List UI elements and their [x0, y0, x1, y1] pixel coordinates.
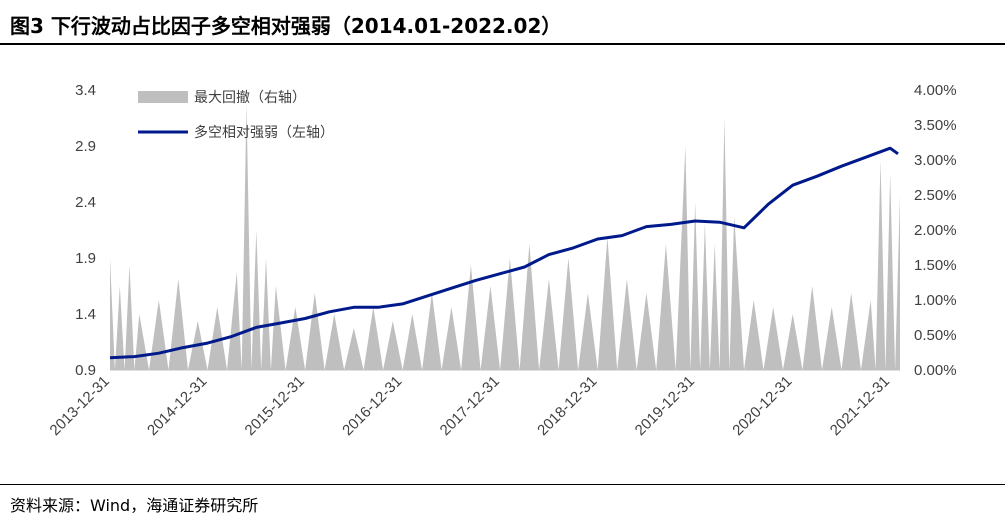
chart: 0.9 1.4 1.9 2.4 2.9 3.4 0.00% 0.50% 1.00% 1.50% 2.… — [47, 82, 957, 439]
series-area-max-drawdown — [110, 104, 900, 370]
y-left-tick-label: 0.9 — [75, 362, 96, 379]
legend-swatch-area — [138, 91, 188, 103]
y-right-tick-label: 0.00% — [914, 362, 957, 379]
y-left-tick-label: 2.4 — [75, 194, 96, 211]
x-tick-label: 2020-12-31 — [729, 373, 795, 439]
x-tick-label: 2016-12-31 — [339, 373, 405, 439]
x-tick-label: 2017-12-31 — [437, 373, 503, 439]
y-right-tick-label: 1.50% — [914, 257, 957, 274]
y-right-tick-label: 1.00% — [914, 292, 957, 309]
x-tick-label: 2019-12-31 — [632, 373, 698, 439]
title-bar: 图3 下行波动占比因子多空相对强弱（2014.01-2022.02） — [0, 0, 1005, 48]
legend-label-line: 多空相对强弱（左轴） — [194, 124, 334, 141]
x-tick-label: 2018-12-31 — [534, 373, 600, 439]
x-tick-label: 2013-12-31 — [47, 373, 113, 439]
y-right-tick-label: 3.50% — [914, 117, 957, 134]
x-tick-label: 2021-12-31 — [827, 373, 893, 439]
legend-label-area: 最大回撤（右轴） — [194, 90, 306, 106]
footer-rule — [0, 484, 1005, 485]
source-note: 资料来源：Wind，海通证券研究所 — [10, 496, 259, 515]
x-tick-label: 2015-12-31 — [242, 373, 308, 439]
y-right-tick-label: 2.50% — [914, 187, 957, 204]
y-left-tick-label: 1.9 — [75, 250, 96, 267]
page-title: 图3 下行波动占比因子多空相对强弱（2014.01-2022.02） — [10, 14, 562, 38]
y-right-tick-label: 0.50% — [914, 327, 957, 344]
y-left-tick-label: 3.4 — [75, 82, 96, 99]
x-tick-label: 2014-12-31 — [144, 373, 210, 439]
y-left-tick-label: 2.9 — [75, 138, 96, 155]
y-left-tick-label: 1.4 — [75, 306, 96, 323]
y-right-tick-label: 2.00% — [914, 222, 957, 239]
series-line-long-short — [109, 146, 899, 360]
y-right-tick-label: 3.00% — [914, 152, 957, 169]
title-rule — [0, 43, 1005, 45]
y-right-tick-label: 4.00% — [914, 82, 957, 99]
